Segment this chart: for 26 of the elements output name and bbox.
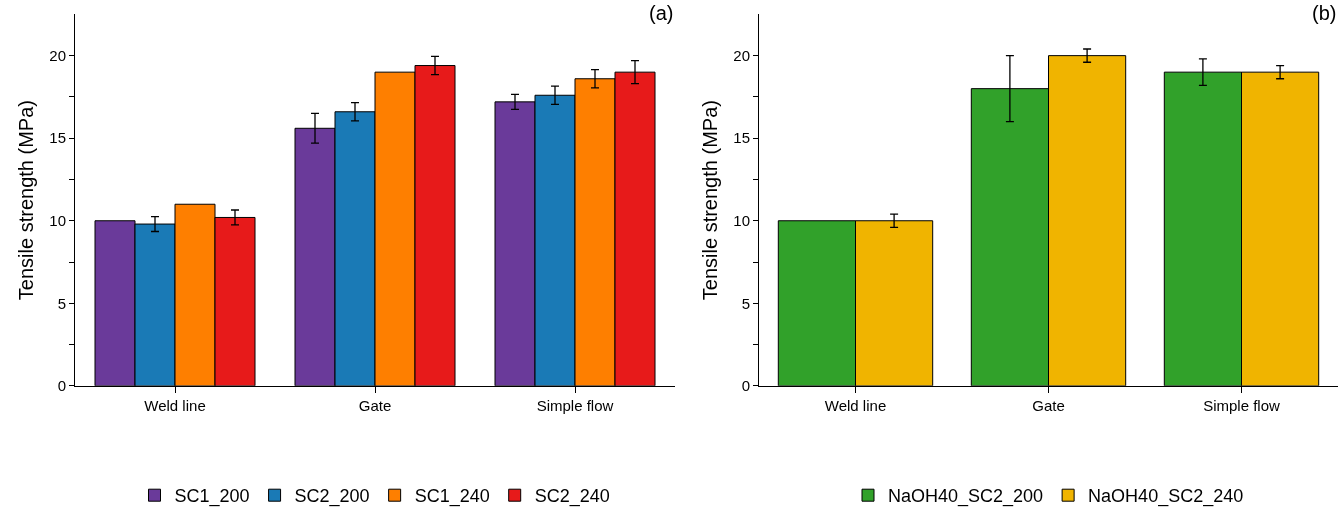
- y-tick-label: 20: [49, 46, 66, 64]
- legend-label: SC2_200: [294, 486, 370, 508]
- y-tick-label: 20: [733, 46, 750, 64]
- x-tick-label: Gate: [1032, 396, 1065, 414]
- chart-title: (b): [1312, 2, 1337, 24]
- y-tick-label: 15: [733, 129, 750, 147]
- legend-label: SC2_240: [534, 486, 610, 508]
- legend-label: SC1_200: [174, 486, 250, 508]
- chart-title: (a): [649, 2, 674, 24]
- legend-label: NaOH40_SC2_240: [1088, 486, 1244, 508]
- y-tick-label: 10: [49, 212, 66, 229]
- legend-label: SC1_240: [414, 486, 490, 508]
- y-axis-title: Tensile strength (MPa): [14, 100, 37, 301]
- y-axis-title: Tensile strength (MPa): [698, 100, 721, 301]
- x-tick-label: Simple flow: [1203, 396, 1281, 414]
- legend-label: NaOH40_SC2_200: [888, 486, 1044, 508]
- x-tick-label: Weld line: [824, 396, 887, 414]
- x-tick-label: Gate: [358, 396, 392, 414]
- y-tick-label: 5: [57, 294, 66, 312]
- x-tick-label: Weld line: [144, 396, 206, 414]
- y-tick-label: 5: [741, 294, 750, 312]
- y-tick-label: 10: [733, 212, 750, 229]
- y-tick-label: 15: [49, 129, 66, 147]
- y-tick-label: 0: [57, 377, 66, 395]
- y-tick-label: 0: [741, 377, 750, 395]
- x-tick-label: Simple flow: [536, 396, 614, 414]
